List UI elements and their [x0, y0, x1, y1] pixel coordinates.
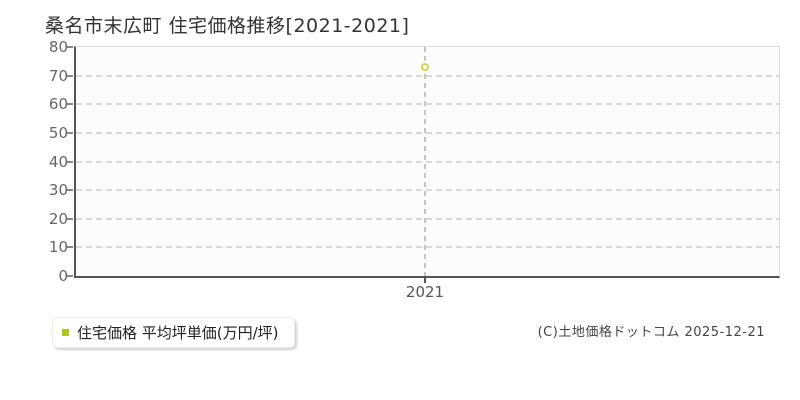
h-gridline — [76, 246, 779, 248]
y-axis-label: 40 — [48, 153, 68, 171]
x-gridline — [424, 47, 426, 276]
y-axis-label: 0 — [58, 267, 68, 285]
y-axis-tick — [67, 75, 73, 77]
x-axis-tick — [424, 278, 426, 283]
data-point — [421, 63, 429, 71]
h-gridline — [76, 161, 779, 163]
y-axis-tick — [67, 218, 73, 220]
y-axis-tick — [67, 46, 73, 48]
y-axis-tick — [67, 161, 73, 163]
h-gridline — [76, 75, 779, 77]
y-axis-tick — [67, 132, 73, 134]
x-axis-label: 2021 — [405, 283, 445, 301]
h-gridline — [76, 103, 779, 105]
y-axis-tick — [67, 189, 73, 191]
h-gridline — [76, 132, 779, 134]
y-axis-label: 80 — [48, 38, 68, 56]
legend-marker-square — [62, 329, 69, 336]
y-axis-tick — [67, 275, 73, 277]
h-gridline — [76, 218, 779, 220]
y-axis-label: 70 — [48, 67, 68, 85]
plot-area — [74, 46, 780, 278]
y-axis-label: 30 — [48, 181, 68, 199]
legend: 住宅価格 平均坪単価(万円/坪) — [52, 317, 295, 348]
copyright-text: (C)土地価格ドットコム 2025-12-21 — [537, 325, 765, 340]
h-gridline — [76, 189, 779, 191]
legend-label: 住宅価格 平均坪単価(万円/坪) — [77, 324, 279, 342]
chart-title: 桑名市末広町 住宅価格推移[2021-2021] — [45, 15, 410, 37]
y-axis-label: 10 — [48, 238, 68, 256]
y-axis-label: 20 — [48, 210, 68, 228]
y-axis-label: 60 — [48, 95, 68, 113]
y-axis-label: 50 — [48, 124, 68, 142]
y-axis-tick — [67, 246, 73, 248]
y-axis-tick — [67, 103, 73, 105]
